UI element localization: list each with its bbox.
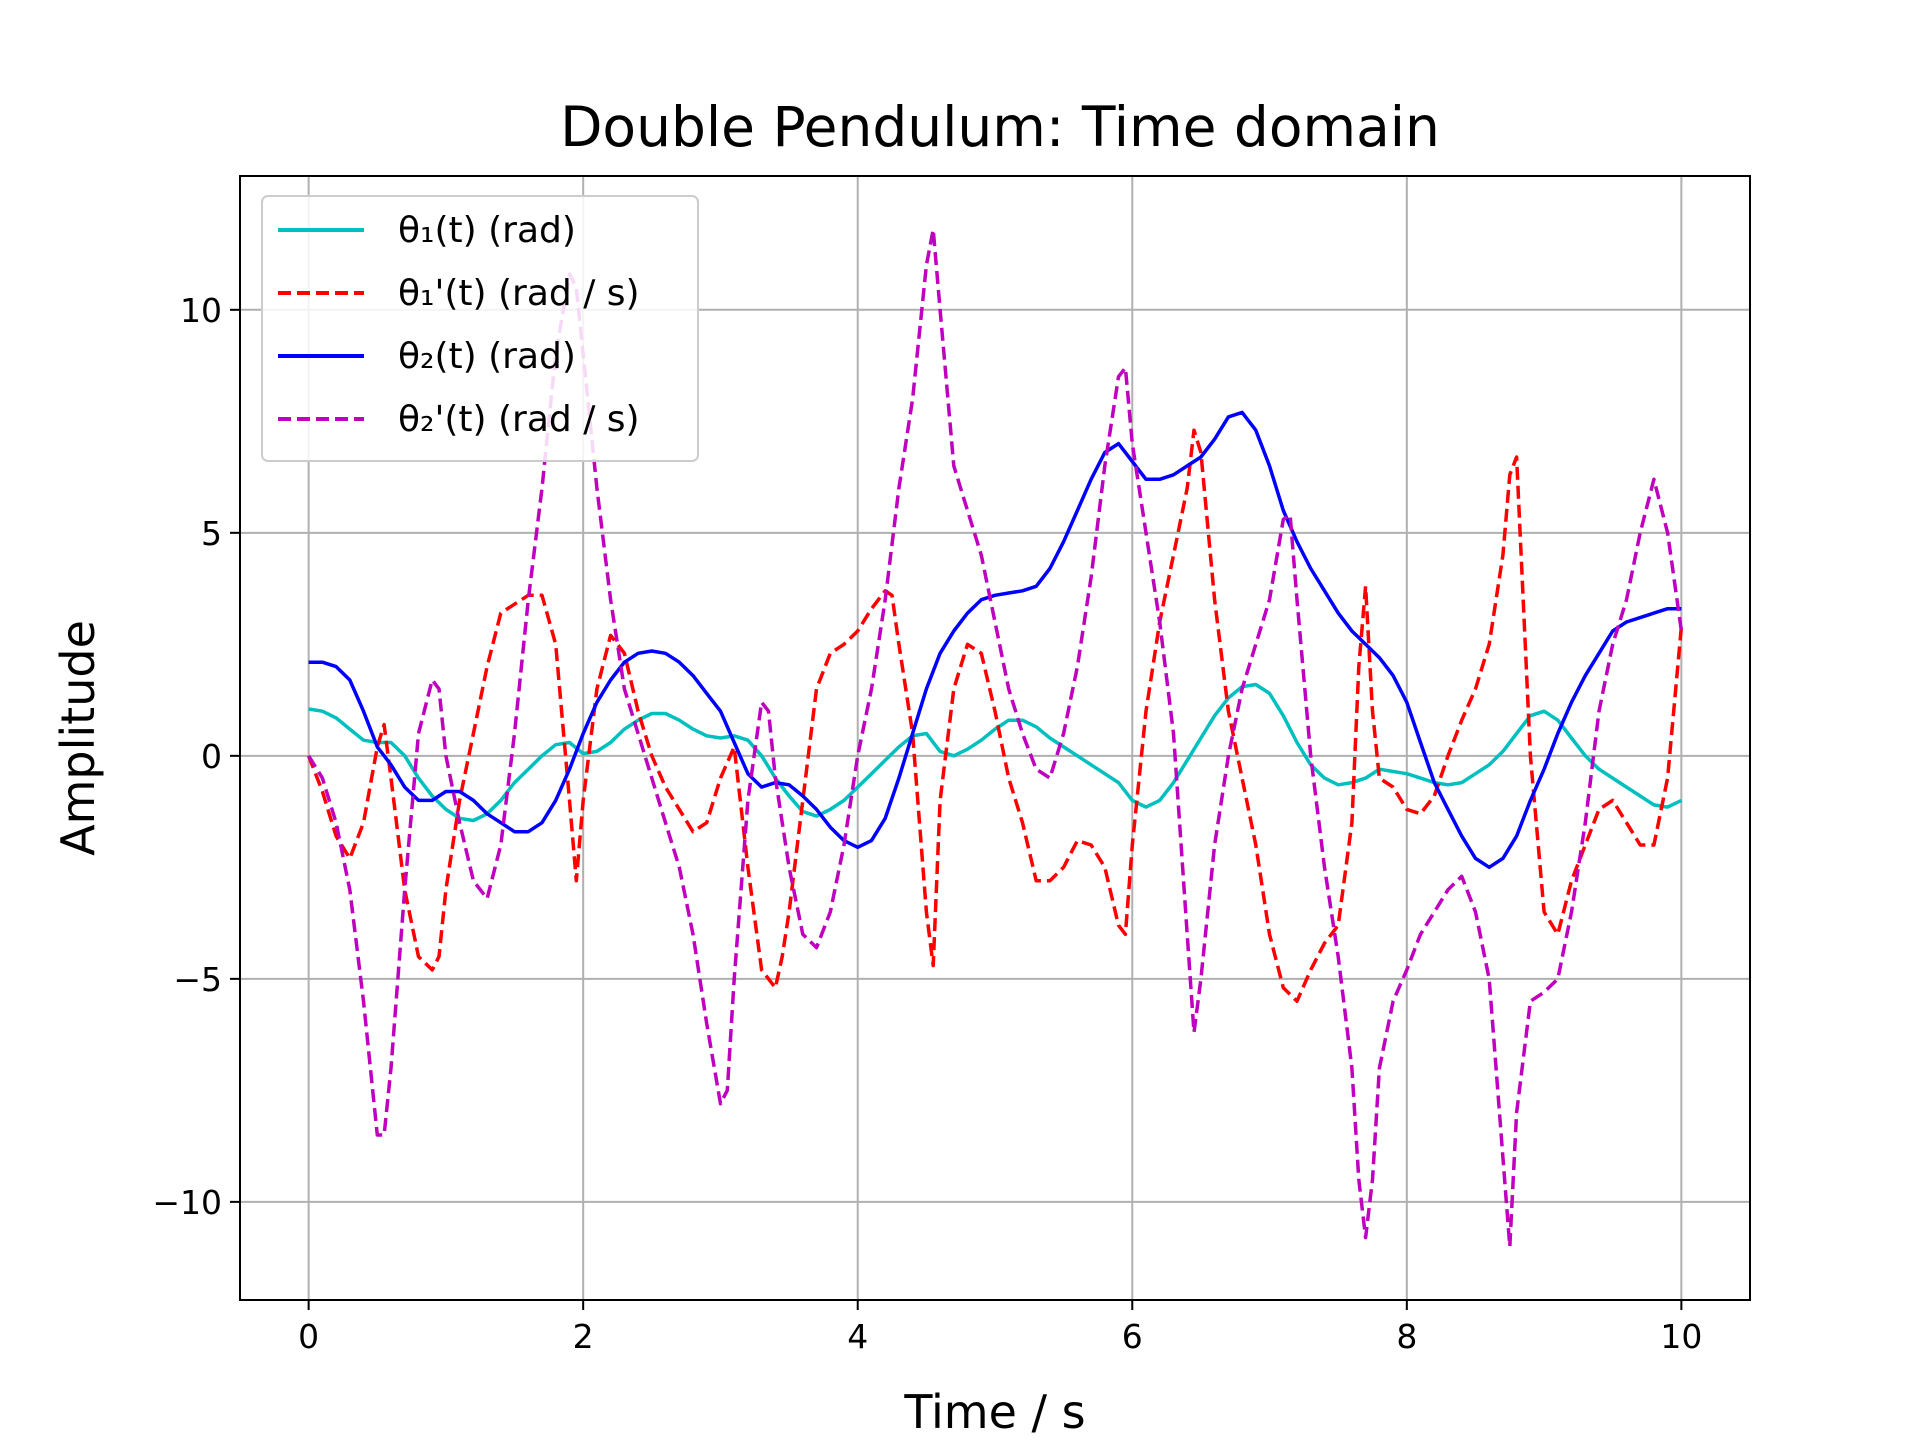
y-tick-label: 10	[180, 291, 222, 330]
x-tick-label: 4	[847, 1317, 868, 1356]
y-tick-label: −10	[152, 1183, 222, 1222]
y-tick-label: −5	[173, 960, 222, 999]
x-tick-label: 0	[298, 1317, 319, 1356]
x-tick-label: 8	[1396, 1317, 1417, 1356]
legend-label: θ₂(t) (rad)	[398, 336, 576, 377]
series-line-2	[306, 428, 1684, 1003]
legend-label: θ₁(t) (rad)	[398, 210, 576, 251]
series-layer	[306, 227, 1684, 1249]
x-tick-label: 2	[573, 1317, 594, 1356]
x-axis-label: Time / s	[903, 1385, 1085, 1439]
x-tick-label: 10	[1660, 1317, 1702, 1356]
legend-box	[261, 195, 699, 462]
series-line-3	[308, 410, 1682, 870]
chart-title: Double Pendulum: Time domain	[560, 95, 1440, 159]
legend-label: θ₁'(t) (rad / s)	[398, 273, 640, 314]
legend: θ₁(t) (rad) θ₁'(t) (rad / s) θ₂(t) (rad) θ₂…	[261, 195, 699, 462]
series-line-4	[307, 227, 1684, 1249]
y-tick-label: 0	[201, 737, 222, 776]
y-axis-label: Amplitude	[51, 620, 105, 856]
plot-area-frame	[239, 175, 1751, 1301]
legend-label: θ₂'(t) (rad / s)	[398, 399, 640, 440]
ticks: 0 2 4 6 8 10 −10 −5 0 5 10	[152, 291, 1702, 1356]
y-tick-label: 5	[201, 514, 222, 553]
series-line-1	[308, 682, 1683, 823]
x-tick-label: 6	[1122, 1317, 1143, 1356]
